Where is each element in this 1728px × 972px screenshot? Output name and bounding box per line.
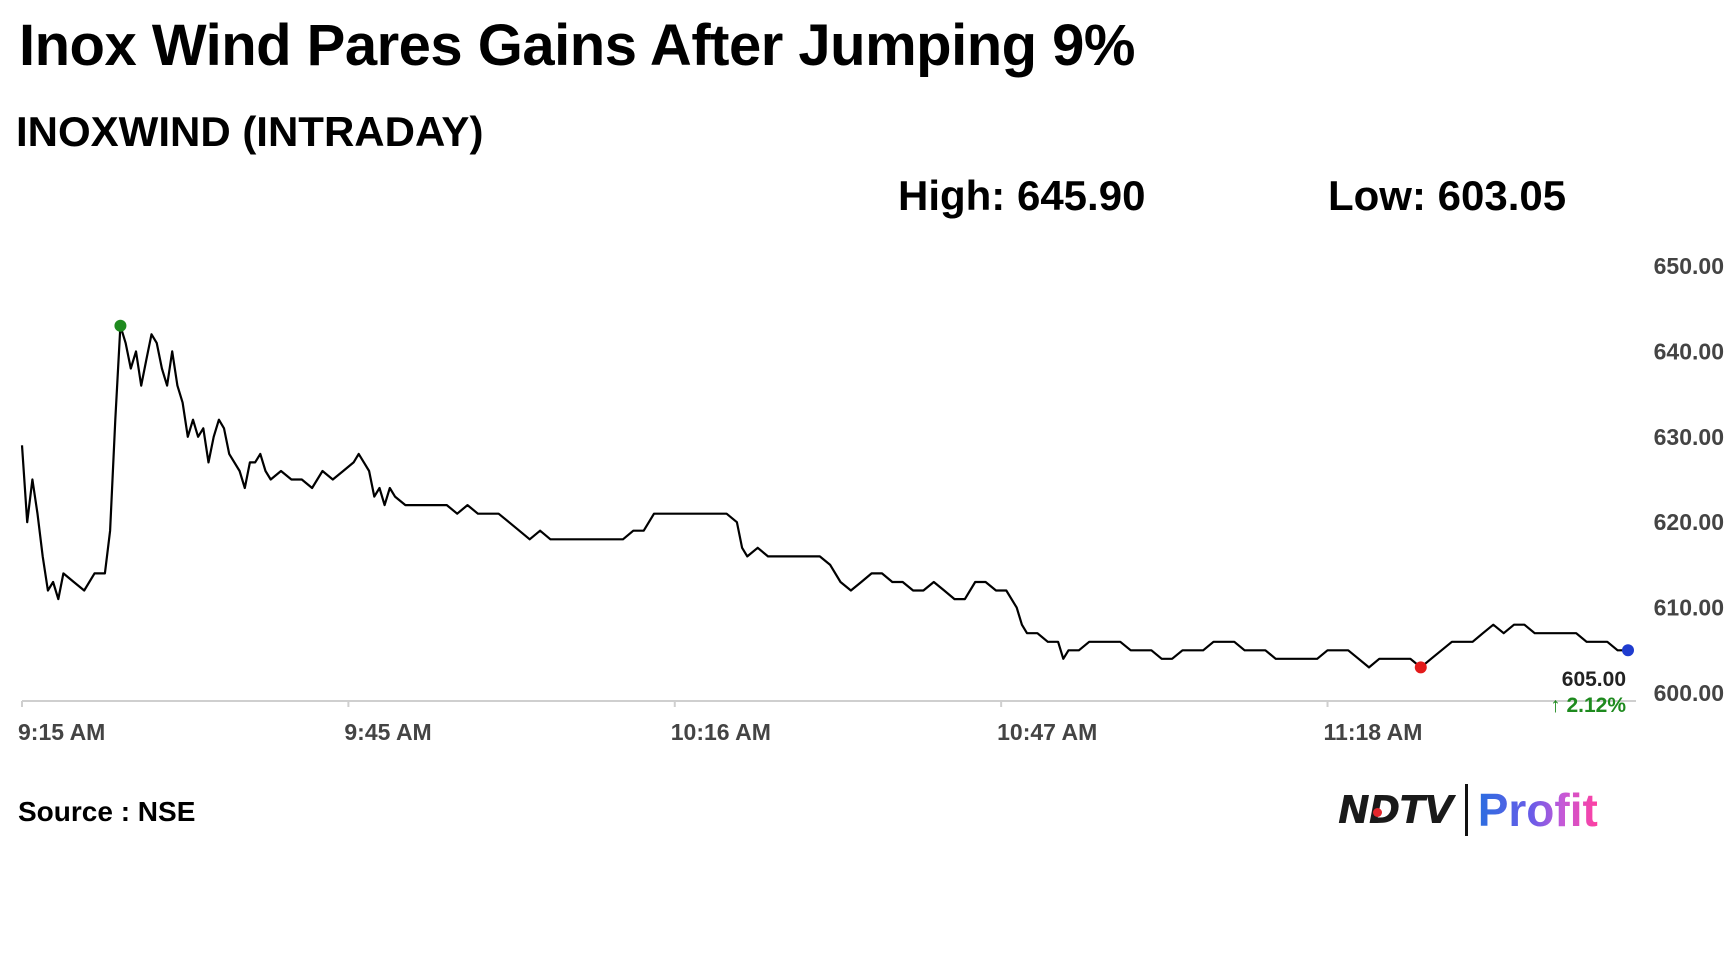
chart-subtitle: INOXWIND (INTRADAY) [16, 108, 484, 155]
logo-red-dot-icon [1373, 808, 1382, 817]
x-tick-label: 9:45 AM [344, 719, 431, 745]
y-tick-label: 600.00 [1654, 680, 1724, 706]
x-tick-label: 9:15 AM [18, 719, 105, 745]
y-tick-label: 610.00 [1654, 595, 1724, 621]
y-tick-label: 620.00 [1654, 509, 1724, 535]
x-tick-label: 10:47 AM [997, 719, 1097, 745]
low-stat: Low: 603.05 [1328, 172, 1567, 219]
price-series-line [20, 324, 1628, 669]
y-tick-label: 650.00 [1654, 253, 1724, 279]
intraday-line-chart: 650.00 640.00 630.00 620.00 610.00 600.00 9:15… [18, 253, 1724, 745]
x-tick-label: 11:18 AM [1324, 719, 1423, 745]
high-stat: High: 645.90 [898, 172, 1146, 219]
source-note: Source : NSE [18, 796, 196, 827]
chart-headline: Inox Wind Pares Gains After Jumping 9% [19, 13, 1136, 78]
high-point-marker [114, 319, 127, 332]
y-tick-label: 640.00 [1654, 338, 1724, 364]
x-tick-label: 10:16 AM [671, 719, 771, 745]
current-price-label: 605.00 [1562, 668, 1626, 691]
logo-profit-text: Profit [1477, 784, 1598, 836]
logo-divider [1464, 784, 1468, 836]
change-percent-label: ↑ 2.12% [1550, 694, 1626, 717]
logo-ndtv-text: NDTV [1338, 788, 1454, 832]
y-tick-label: 630.00 [1654, 424, 1724, 450]
low-point-marker [1414, 661, 1427, 674]
last-point-marker [1622, 644, 1634, 657]
ndtv-profit-logo: NDTV Profit [1338, 782, 1598, 838]
